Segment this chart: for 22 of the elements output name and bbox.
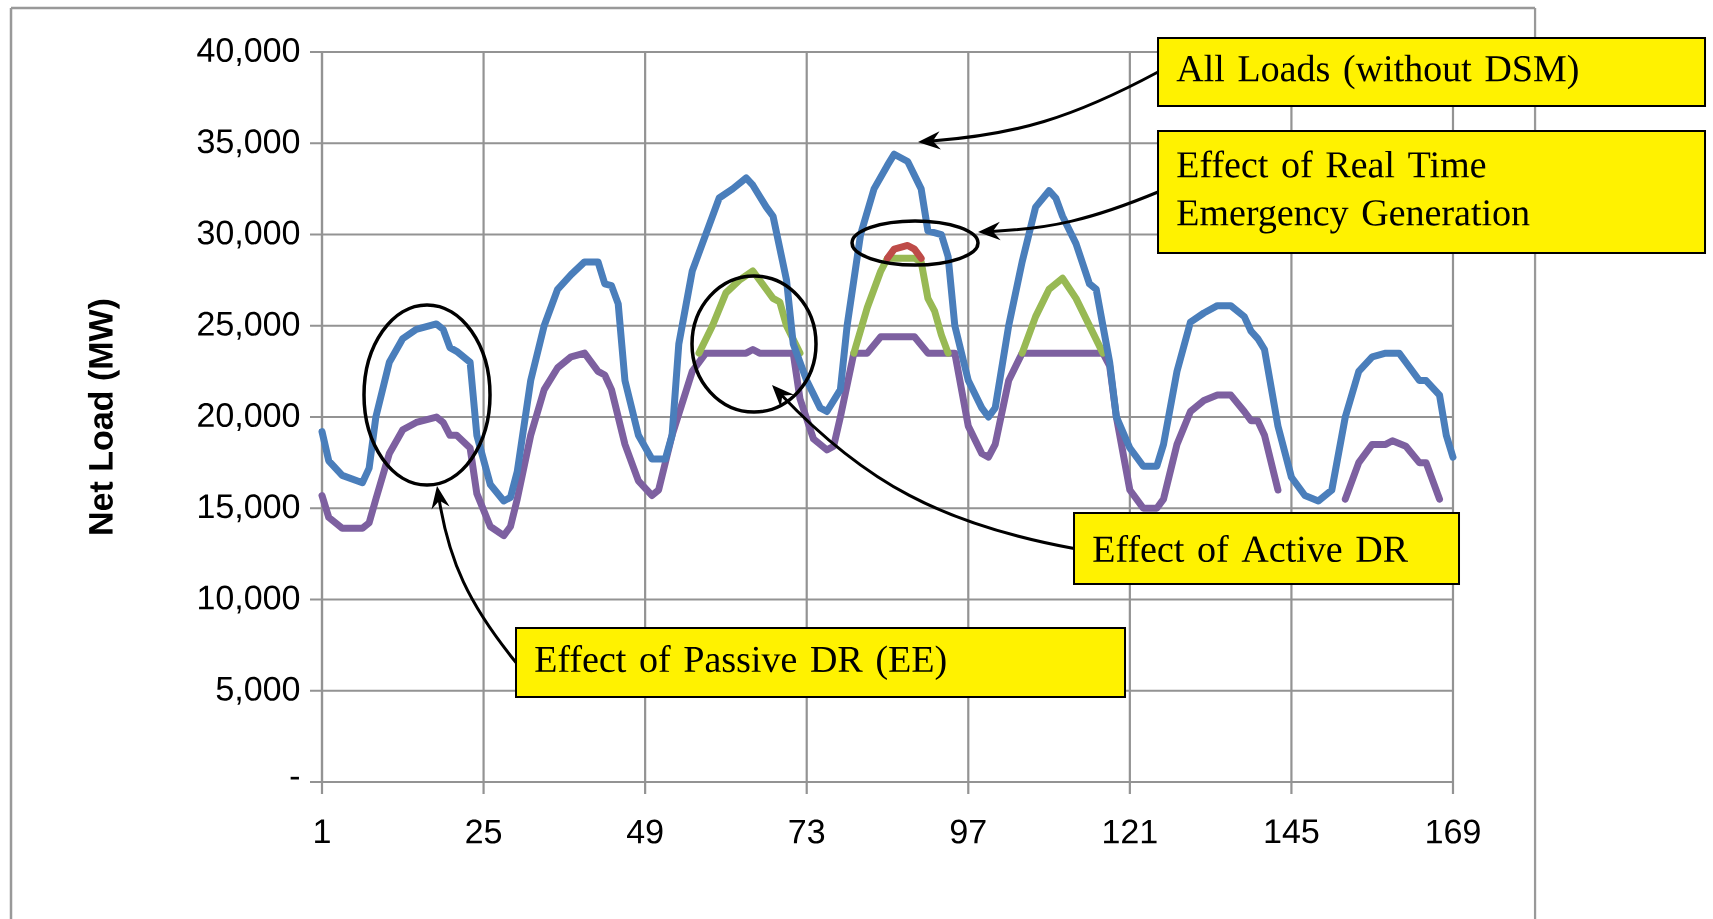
x-tick-label: 169 (1427, 819, 1480, 844)
y-tick-label: 5,000 (216, 676, 300, 705)
y-tick-label: 10,000 (199, 585, 300, 614)
x-tick-label: 121 (1104, 819, 1157, 844)
y-tick-label: 30,000 (197, 220, 300, 249)
x-tick-label: 49 (627, 819, 663, 844)
x-tick-label: 73 (789, 819, 825, 844)
x-tick-label: 25 (466, 819, 502, 844)
x-tick-label: 97 (950, 819, 986, 844)
y-tick-label: 25,000 (198, 311, 300, 340)
annotation: Effect of Passive DR (EE) (535, 645, 946, 680)
y-axis-title: Net Load (MW) (87, 299, 120, 534)
y-tick-label: 20,000 (198, 402, 300, 432)
annotation: Effect of Real Time Emergency Generation (1177, 150, 1530, 234)
y-tick-label: 15,000 (199, 494, 300, 523)
y-tick-label: - (290, 776, 299, 780)
annotation: All Loads (without DSM) (1176, 54, 1578, 90)
x-tick-label: 1 (315, 819, 330, 843)
y-tick-label: 40,000 (197, 37, 300, 67)
y-tick-label: 35,000 (197, 129, 300, 158)
x-tick-label: 145 (1265, 819, 1319, 844)
annotation: Effect of Active DR (1093, 534, 1409, 563)
